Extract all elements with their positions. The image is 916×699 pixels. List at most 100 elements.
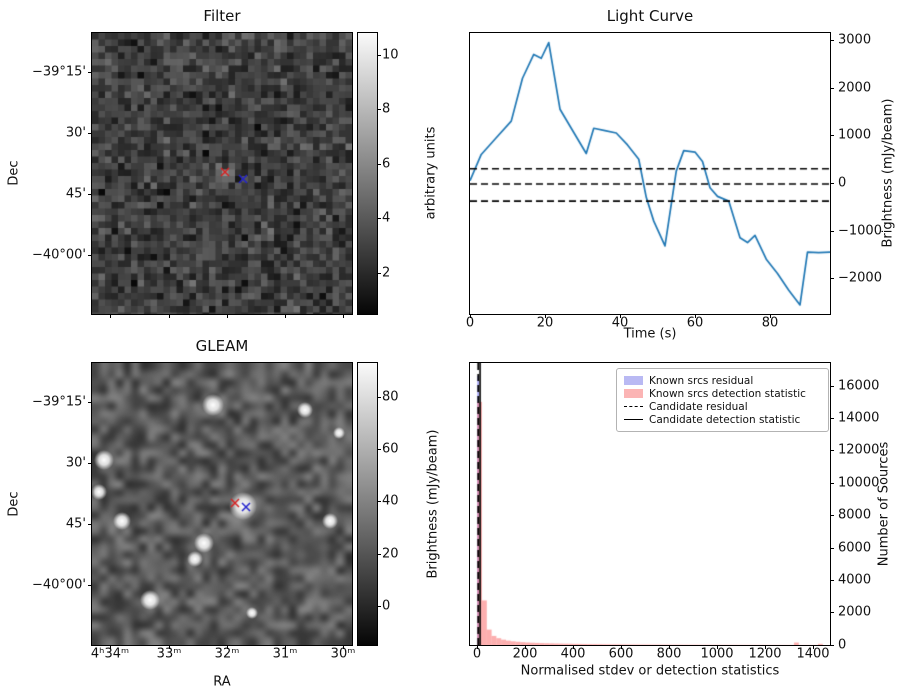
light-curve-ytick: −2000: [838, 270, 882, 286]
tick-mark: [830, 611, 834, 613]
gleam-colorbar-tick: 40: [382, 493, 399, 509]
tick-mark: [377, 448, 381, 450]
gleam-colorbar-tick: 20: [382, 546, 399, 562]
histogram-ytick: 2000: [838, 604, 872, 620]
tick-mark: [830, 449, 834, 451]
gleam-colorbar-label: Brightness (mJy/beam): [425, 429, 441, 579]
light-curve-xtick: 80: [761, 315, 779, 331]
tick-mark: [88, 584, 92, 586]
filter-ytick: 45': [65, 186, 86, 202]
legend-solid-line-icon: [624, 419, 643, 420]
gleam-ytick: −40°00': [31, 577, 86, 593]
gleam-xtick: 4ʰ34ᵐ: [90, 646, 130, 662]
legend-patch-known-residual-icon: [624, 376, 643, 385]
tick-mark: [88, 254, 92, 256]
tick-mark: [769, 314, 771, 318]
tick-mark: [226, 645, 228, 649]
light-curve-ytick: 3000: [838, 32, 872, 48]
tick-mark: [377, 500, 381, 502]
tick-mark: [764, 645, 766, 649]
legend-row: Candidate detection statistic: [624, 413, 821, 426]
tick-mark: [716, 645, 718, 649]
histogram-xtick: 800: [656, 646, 682, 662]
legend-label-known-detstat: Known srcs detection statistic: [649, 387, 806, 400]
tick-mark: [168, 645, 170, 649]
light-curve-title: Light Curve: [606, 7, 694, 25]
legend-patch-known-detstat-icon: [624, 389, 643, 398]
tick-mark: [377, 217, 381, 219]
tick-mark: [668, 645, 670, 649]
histogram-ytick: 14000: [838, 410, 880, 426]
light-curve-xlabel: Time (s): [623, 326, 677, 342]
tick-mark: [226, 314, 228, 318]
light-curve-ytick: 1000: [838, 127, 872, 143]
filter-colorbar-label: arbitrary units: [423, 126, 439, 220]
light-curve-ytick: 2000: [838, 80, 872, 96]
gleam-xtick: 33ᵐ: [156, 646, 182, 662]
filter-ytick: 30': [65, 125, 86, 141]
light-curve-ylabel: Brightness (mJy/beam): [880, 98, 896, 248]
tick-mark: [544, 314, 546, 318]
gleam-ylabel: Dec: [6, 491, 22, 517]
histogram-ytick: 4000: [838, 572, 872, 588]
filter-title: Filter: [203, 7, 241, 25]
tick-mark: [284, 645, 286, 649]
light-curve-xtick: 60: [686, 315, 704, 331]
tick-mark: [619, 314, 621, 318]
light-curve-ytick: 0: [838, 175, 847, 191]
gleam-colorbar: [357, 362, 378, 646]
gleam-xtick: 31ᵐ: [272, 646, 298, 662]
gleam-colorbar-tick: 60: [382, 441, 399, 457]
tick-mark: [88, 401, 92, 403]
gleam-xtick: 32ᵐ: [214, 646, 240, 662]
tick-mark: [830, 482, 834, 484]
legend-label-known-residual: Known srcs residual: [649, 374, 754, 387]
tick-mark: [830, 579, 834, 581]
tick-mark: [88, 193, 92, 195]
gleam-image: [91, 362, 353, 646]
gleam-xtick: 30ᵐ: [330, 646, 356, 662]
tick-mark: [88, 132, 92, 134]
histogram-xtick: 1400: [796, 646, 830, 662]
histogram-ytick: 10000: [838, 475, 880, 491]
tick-mark: [830, 644, 834, 646]
filter-colorbar-tick: 10: [382, 47, 399, 63]
tick-mark: [284, 314, 286, 318]
tick-mark: [572, 645, 574, 649]
tick-mark: [830, 87, 834, 89]
filter-colorbar-tick: 6: [382, 156, 391, 172]
tick-mark: [830, 277, 834, 279]
filter-colorbar-tick: 4: [382, 210, 391, 226]
tick-mark: [830, 134, 834, 136]
tick-mark: [377, 54, 381, 56]
tick-mark: [88, 523, 92, 525]
histogram-xtick: 400: [560, 646, 586, 662]
filter-colorbar-tick: 8: [382, 101, 391, 117]
light-curve-ytick: −1000: [838, 223, 882, 239]
tick-mark: [830, 385, 834, 387]
tick-mark: [377, 108, 381, 110]
gleam-ytick: 30': [65, 455, 86, 471]
filter-ytick: −40°00': [31, 247, 86, 263]
tick-mark: [524, 645, 526, 649]
legend-label-candidate-residual: Candidate residual: [649, 400, 748, 413]
legend-label-candidate-detstat: Candidate detection statistic: [649, 413, 801, 426]
histogram-ytick: 0: [838, 637, 847, 653]
histogram-ylabel: Number of Sources: [876, 441, 892, 567]
legend-row: Known srcs residual: [624, 374, 821, 387]
tick-mark: [109, 314, 111, 318]
tick-mark: [342, 645, 344, 649]
tick-mark: [377, 553, 381, 555]
filter-ylabel: Dec: [6, 160, 22, 186]
light-curve-xtick: 20: [536, 315, 554, 331]
tick-mark: [109, 645, 111, 649]
histogram-xtick: 0: [472, 646, 482, 662]
tick-mark: [168, 314, 170, 318]
legend-row: Candidate residual: [624, 400, 821, 413]
filter-ytick: −39°15': [31, 64, 86, 80]
gleam-xlabel: RA: [213, 674, 231, 690]
filter-colorbar-tick: 2: [382, 265, 391, 281]
histogram-ytick: 16000: [838, 378, 880, 394]
tick-mark: [377, 272, 381, 274]
